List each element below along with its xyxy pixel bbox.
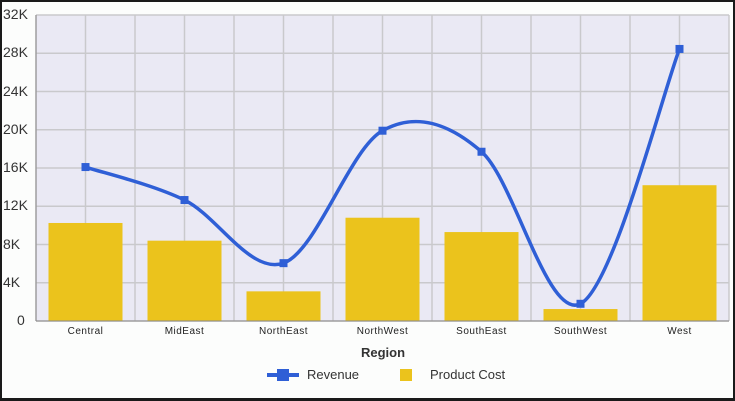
bar-central — [48, 222, 123, 321]
revenue-line — [84, 48, 682, 307]
line-marker-icon — [267, 369, 299, 381]
bar-southwest — [543, 309, 618, 321]
y-tick-label: 16K — [3, 159, 28, 175]
x-axis-title: Region — [360, 345, 406, 360]
y-tick-label: 20K — [3, 120, 28, 137]
x-tick-label: West — [667, 326, 692, 337]
y-tick-label: 28K — [3, 44, 28, 61]
revenue-point-northeast[interactable] — [279, 259, 288, 268]
bar-southeast — [444, 232, 519, 321]
legend-label-product-cost: Product Cost — [430, 367, 506, 382]
x-tick-label: NorthEast — [259, 326, 308, 337]
x-tick-label: Central — [67, 326, 104, 337]
bar-northeast — [246, 291, 321, 321]
y-tick-label: 32K — [3, 6, 28, 22]
legend-label-revenue: Revenue — [307, 367, 360, 382]
bar-west — [642, 185, 717, 321]
revenue-point-west[interactable] — [675, 44, 684, 53]
revenue-point-southeast[interactable] — [477, 147, 486, 156]
y-tick-label: 4K — [3, 273, 21, 290]
y-tick-label: 0 — [17, 312, 25, 328]
revenue-point-central[interactable] — [81, 163, 90, 172]
y-tick-label: 24K — [3, 82, 28, 99]
bar-swatch-icon — [400, 369, 412, 381]
revenue-point-southwest[interactable] — [576, 299, 585, 308]
revenue-point-northwest[interactable] — [378, 126, 387, 135]
y-tick-label: 12K — [3, 197, 28, 214]
x-tick-label: SouthWest — [553, 326, 608, 337]
y-tick-label: 8K — [3, 235, 21, 252]
bar-mideast — [147, 240, 222, 321]
revenue-point-mideast[interactable] — [180, 196, 189, 205]
x-tick-label: NorthWest — [356, 326, 409, 337]
x-tick-label: SouthEast — [456, 326, 507, 337]
bar-northwest — [345, 217, 420, 321]
x-tick-label: MidEast — [164, 326, 205, 337]
